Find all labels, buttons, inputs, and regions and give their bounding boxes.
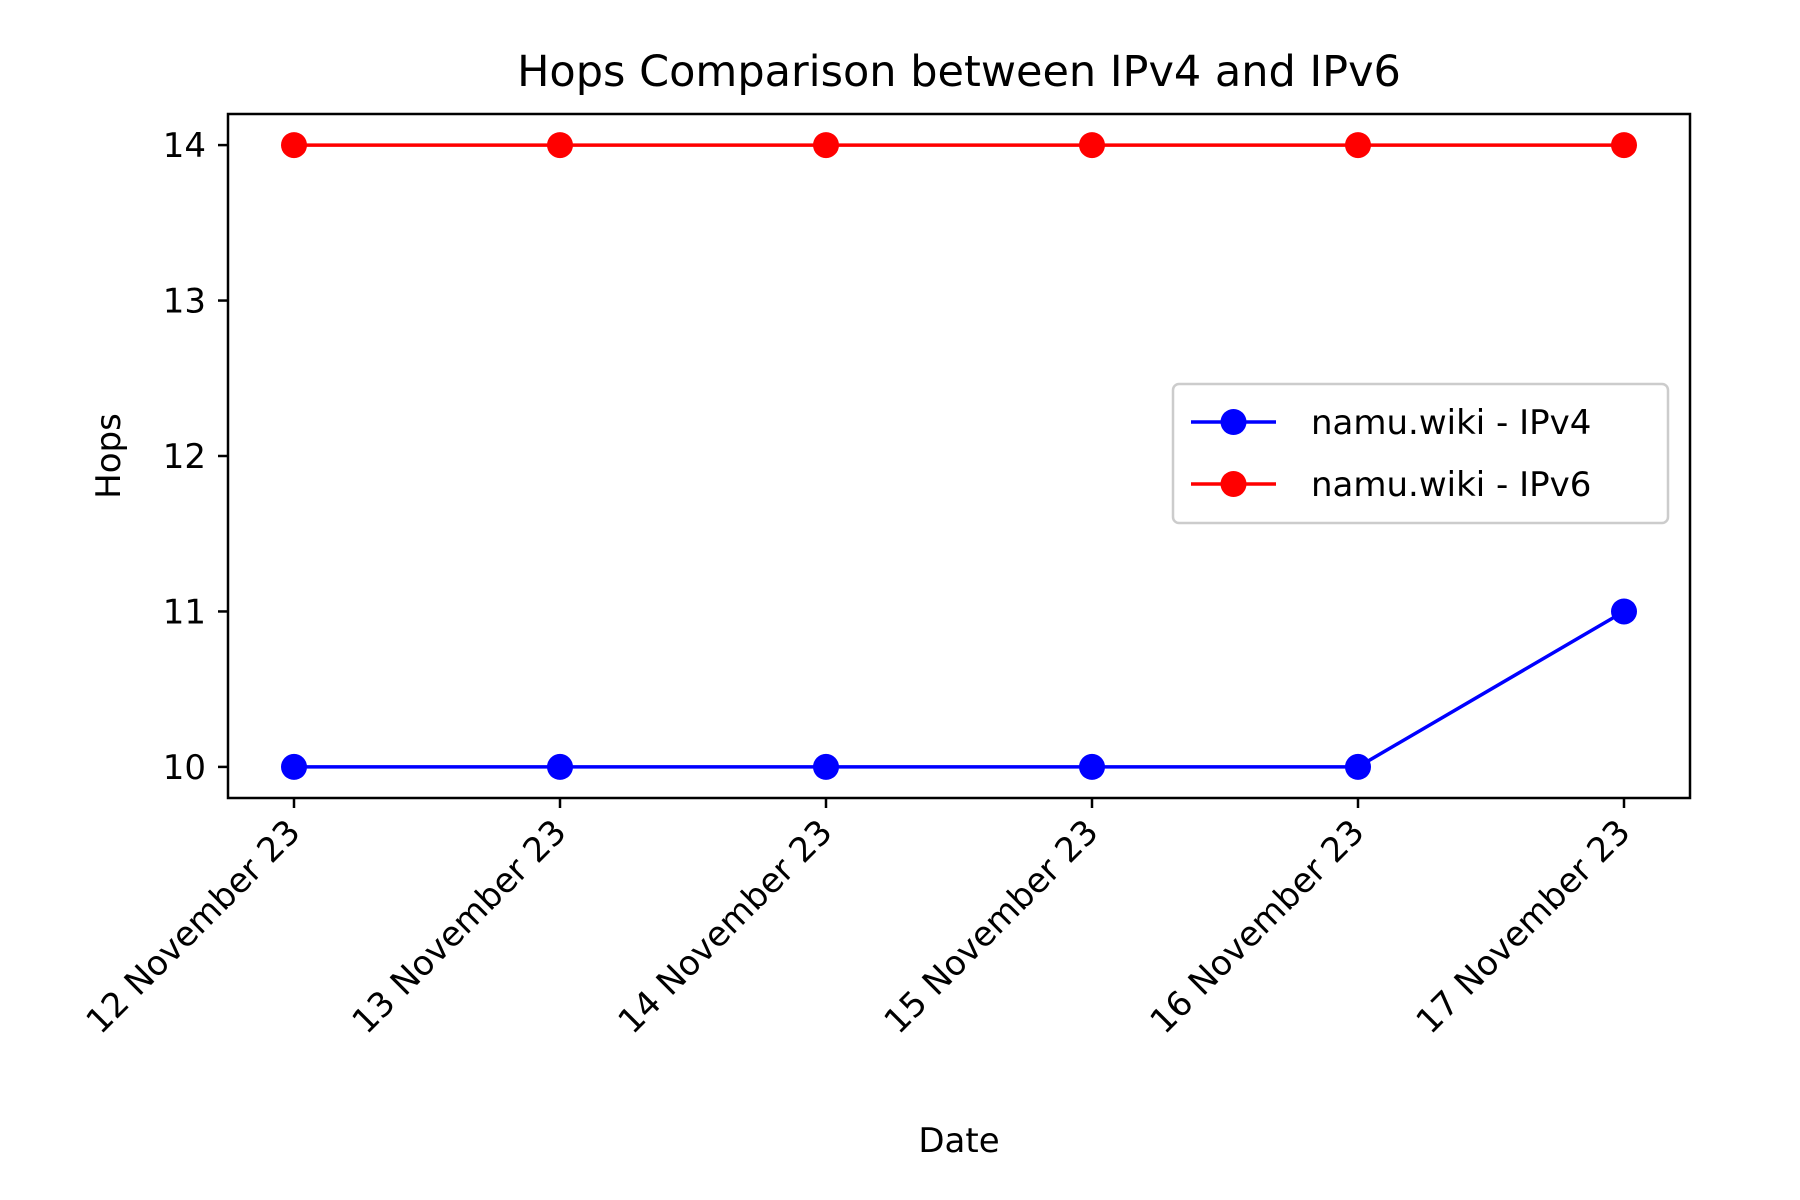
series-line (294, 609, 1625, 769)
y-tick-label: 12 (163, 437, 206, 477)
legend-label: namu.wiki - IPv4 (1311, 403, 1591, 443)
legend: namu.wiki - IPv4 namu.wiki - IPv6 (1171, 382, 1670, 525)
x-axis: 12 November 23 13 November 23 14 November … (79, 798, 1639, 1042)
legend-label: namu.wiki - IPv6 (1311, 465, 1591, 505)
legend-entries: namu.wiki - IPv4 namu.wiki - IPv6 (1191, 403, 1591, 505)
x-tick-label: 15 November 23 (877, 812, 1107, 1042)
legend-marker (1220, 409, 1247, 435)
x-tick-label: 17 November 23 (1409, 812, 1639, 1042)
data-point (1611, 598, 1637, 625)
data-point (547, 753, 573, 780)
chart-title: Hops Comparison between IPv4 and IPv6 (517, 47, 1401, 97)
x-tick-label: 12 November 23 (79, 812, 309, 1042)
legend-marker (1220, 471, 1247, 497)
series-layer (281, 132, 1637, 780)
x-tick-label: 16 November 23 (1143, 812, 1373, 1042)
data-point (1345, 753, 1371, 780)
x-tick-label: 13 November 23 (345, 812, 575, 1042)
data-point (281, 132, 307, 159)
data-point (281, 753, 307, 780)
x-axis-label: Date (918, 1121, 999, 1161)
x-tick-label: 14 November 23 (611, 812, 841, 1042)
data-point (1345, 132, 1371, 159)
y-tick-label: 11 (163, 592, 206, 632)
data-point (1079, 753, 1105, 780)
y-axis: 10 11 12 13 14 (163, 126, 228, 788)
y-tick-label: 10 (163, 748, 206, 788)
y-tick-label: 13 (163, 282, 206, 322)
data-point (547, 132, 573, 159)
legend-box (1171, 382, 1670, 525)
data-point (813, 132, 839, 159)
data-point (1079, 132, 1105, 159)
series-1 (281, 598, 1637, 780)
data-point (813, 753, 839, 780)
legend-entry: namu.wiki - IPv6 (1191, 465, 1591, 505)
y-tick-label: 14 (163, 126, 206, 166)
y-axis-label: Hops (89, 413, 129, 499)
data-point (1611, 132, 1637, 159)
legend-entry: namu.wiki - IPv4 (1191, 403, 1591, 443)
series-2 (281, 132, 1637, 159)
